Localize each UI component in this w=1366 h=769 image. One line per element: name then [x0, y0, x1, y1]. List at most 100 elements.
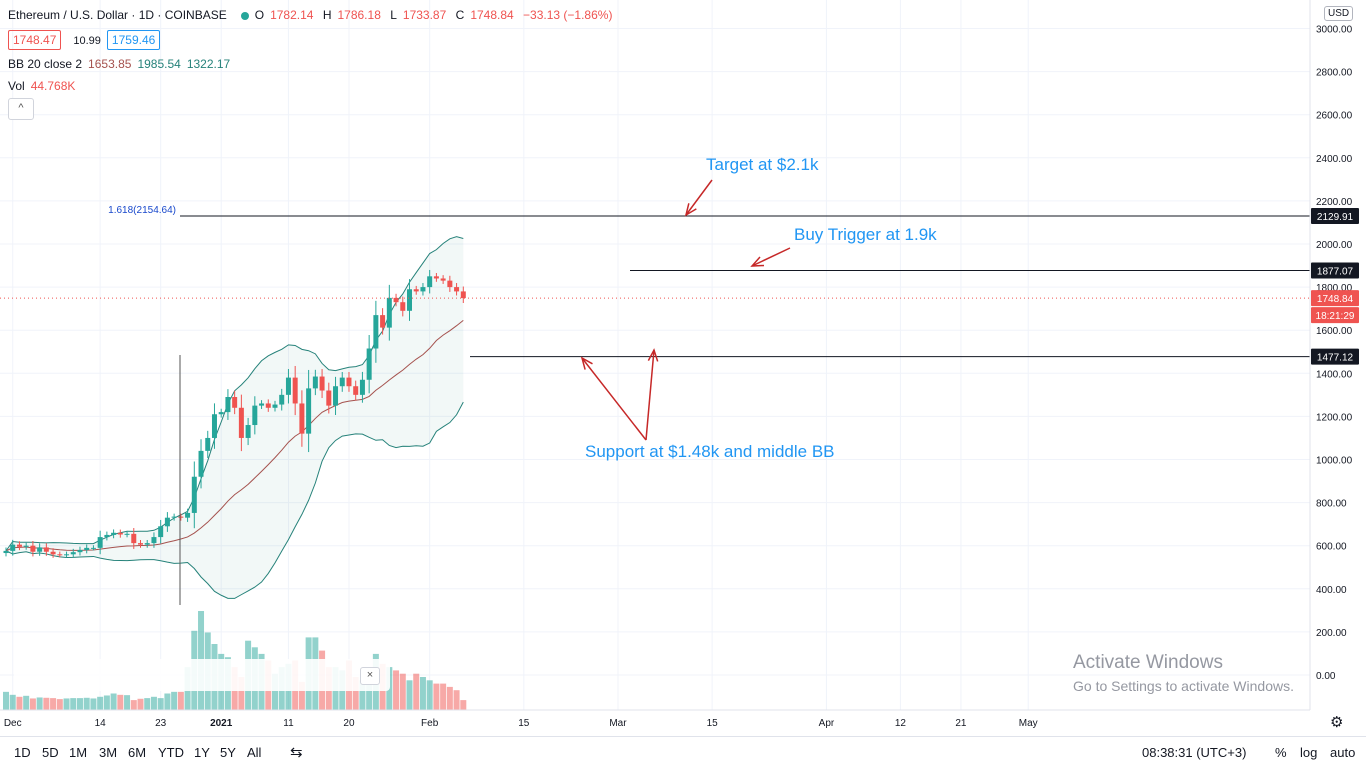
volume-bar — [43, 697, 50, 710]
timeframe-all[interactable]: All — [247, 745, 262, 760]
price-chart[interactable]: 1.618(2154.64) Target at $2.1k Buy Trigger… — [0, 0, 1366, 736]
candle-body — [292, 377, 298, 404]
candle — [151, 532, 157, 548]
y-tick-label: 600.00 — [1316, 542, 1347, 553]
candles — [3, 269, 466, 558]
percent-toggle[interactable]: % — [1275, 745, 1287, 760]
auto-toggle[interactable]: auto — [1330, 745, 1356, 760]
volume-bar — [238, 677, 245, 710]
timeframe-5y[interactable]: 5Y — [220, 745, 236, 760]
candle-body — [131, 533, 137, 544]
candle-body — [407, 289, 412, 311]
candle — [185, 508, 191, 522]
y-tick-label: 2800.00 — [1316, 68, 1353, 79]
candle-body — [346, 377, 352, 387]
market-status-icon — [240, 11, 249, 20]
close-icon[interactable]: × — [360, 667, 380, 685]
candle — [238, 394, 244, 452]
candle — [211, 403, 217, 449]
log-toggle[interactable]: log — [1300, 745, 1318, 760]
vol-legend[interactable]: Vol 44.768K — [8, 79, 81, 93]
candle-body — [70, 552, 76, 555]
candle-body — [312, 376, 318, 389]
volume-bar — [298, 681, 305, 710]
candle — [420, 283, 426, 296]
buy-price-button[interactable]: 1759.46 — [106, 30, 161, 50]
volume-bar — [366, 677, 373, 710]
candle-body — [339, 377, 345, 387]
volume-bar — [150, 696, 157, 710]
bb-upper-value: 1985.54 — [137, 57, 181, 71]
y-tick-label: 1200.00 — [1316, 412, 1353, 423]
candle-body — [400, 302, 406, 311]
candle — [292, 365, 298, 416]
candle-body — [178, 516, 184, 518]
x-tick-label: 14 — [95, 718, 107, 729]
candle-body — [64, 554, 70, 556]
timeframe-3m[interactable]: 3M — [99, 745, 118, 760]
trade-prices: 1748.47 10.99 1759.46 — [8, 30, 166, 50]
candle-body — [3, 550, 9, 554]
candle-body — [259, 403, 265, 406]
volume-bar — [137, 698, 144, 710]
timeframe-6m[interactable]: 6M — [128, 745, 147, 760]
candle — [366, 334, 372, 394]
candle — [393, 293, 399, 307]
volume-bar — [76, 698, 83, 710]
candle-body — [319, 376, 325, 391]
activate-windows-watermark: Activate Windows Go to Settings to activ… — [1073, 652, 1294, 694]
bb-lower-line — [5, 401, 464, 599]
x-tick-label: 15 — [707, 718, 719, 729]
candle — [43, 543, 49, 556]
candle-body — [333, 386, 339, 406]
candle — [433, 272, 439, 282]
candle — [218, 408, 224, 418]
y-tick-label: 2600.00 — [1316, 111, 1353, 122]
candle-body — [373, 315, 379, 349]
candle-body — [285, 377, 291, 395]
timeframe-1y[interactable]: 1Y — [194, 745, 210, 760]
x-tick-label: 12 — [895, 718, 907, 729]
volume-bar — [16, 696, 23, 710]
y-tick-label: 1000.00 — [1316, 456, 1353, 467]
candle — [252, 396, 258, 435]
candle-body — [386, 297, 392, 328]
candle — [50, 548, 56, 558]
currency-badge[interactable]: USD — [1324, 6, 1354, 21]
compare-icon[interactable]: ⇆ — [290, 744, 303, 761]
timeframe-1m[interactable]: 1M — [69, 745, 88, 760]
vol-value: 44.768K — [30, 79, 76, 93]
grid-lines — [0, 0, 1310, 710]
volume-bar — [413, 673, 420, 710]
clock[interactable]: 08:38:31 (UTC+3) — [1142, 745, 1247, 760]
candle-body — [43, 547, 49, 552]
sell-price-button[interactable]: 1748.47 — [8, 30, 62, 50]
volume-bar — [426, 680, 433, 710]
annotation-arrow — [645, 348, 659, 441]
bb-legend[interactable]: BB 20 close 2 1653.85 1985.54 1322.17 — [8, 57, 236, 71]
candle-body — [185, 512, 191, 518]
collapse-legend-button[interactable]: ^ — [8, 98, 34, 120]
volume-bar — [171, 691, 178, 710]
candle-body — [440, 278, 446, 281]
candle-body — [164, 517, 170, 527]
bb-basis-value: 1653.85 — [88, 57, 132, 71]
timeframe-5d[interactable]: 5D — [42, 745, 59, 760]
volume-bar — [63, 698, 70, 710]
candle — [373, 300, 379, 363]
candle-body — [218, 412, 224, 415]
candle — [198, 439, 204, 489]
timeframe-1d[interactable]: 1D — [14, 745, 31, 760]
symbol-title: Ethereum / U.S. Dollar · 1D · COINBASE — [8, 8, 227, 22]
candle-body — [144, 543, 150, 545]
candle-body — [252, 405, 258, 426]
candle — [158, 519, 164, 544]
candle-body — [77, 550, 83, 553]
candle-body — [279, 394, 285, 405]
timeframe-ytd[interactable]: YTD — [158, 745, 184, 760]
candle-body — [265, 403, 271, 408]
gear-icon[interactable]: ⚙ — [1330, 714, 1344, 731]
candle-body — [433, 276, 439, 279]
volume-bar — [352, 677, 359, 710]
candle-body — [238, 407, 244, 438]
